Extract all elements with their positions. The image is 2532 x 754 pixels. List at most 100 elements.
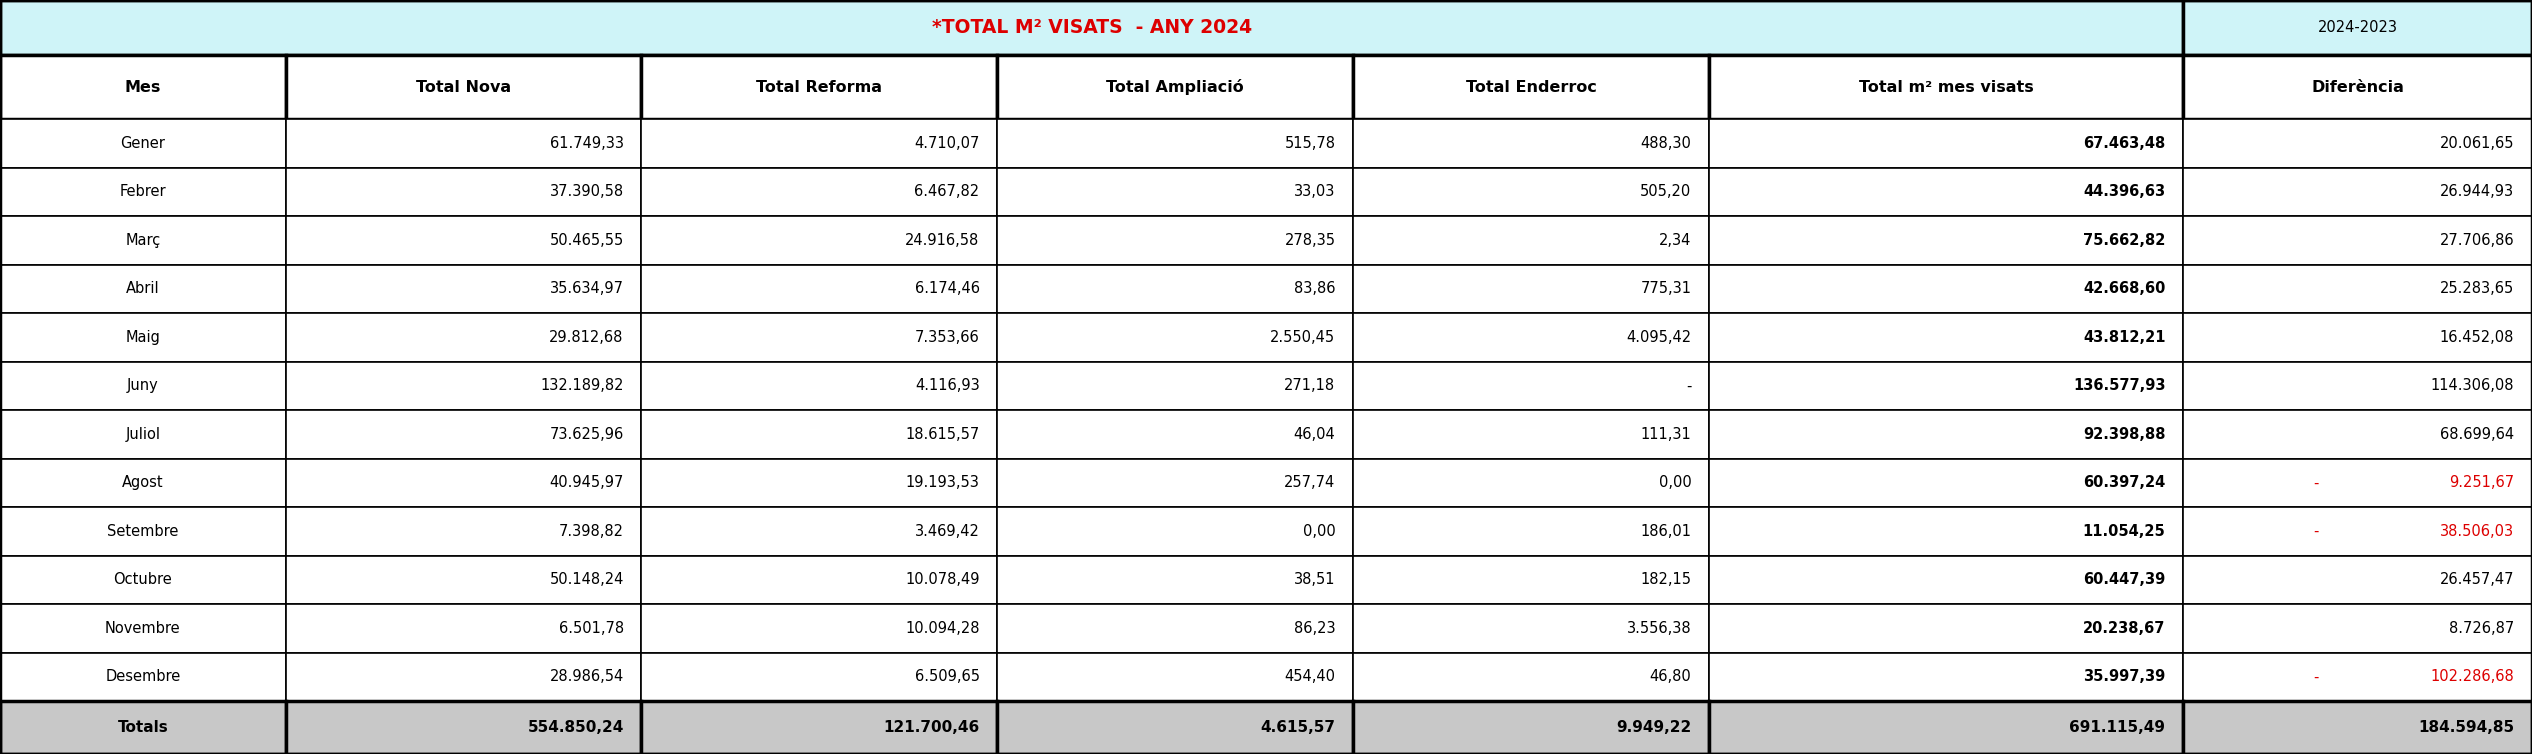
Bar — [1352, 167, 1709, 216]
Text: 10.094,28: 10.094,28 — [904, 621, 980, 636]
Bar — [1352, 653, 1709, 701]
Bar — [0, 701, 286, 754]
Text: 43.812,21: 43.812,21 — [2084, 330, 2165, 345]
Text: Març: Març — [124, 233, 160, 248]
Bar — [641, 216, 998, 265]
Text: Desembre: Desembre — [106, 670, 180, 685]
Bar — [0, 458, 286, 507]
Bar — [0, 216, 286, 265]
Text: 40.945,97: 40.945,97 — [549, 476, 623, 490]
Bar — [2183, 313, 2532, 362]
Text: 182,15: 182,15 — [1641, 572, 1691, 587]
Text: 2.550,45: 2.550,45 — [1271, 330, 1334, 345]
Bar — [1709, 167, 2183, 216]
Text: 10.078,49: 10.078,49 — [904, 572, 980, 587]
Bar — [286, 701, 641, 754]
Bar — [2183, 701, 2532, 754]
Bar — [286, 410, 641, 458]
Bar — [1709, 265, 2183, 313]
Text: 68.699,64: 68.699,64 — [2441, 427, 2514, 442]
Bar — [1709, 216, 2183, 265]
Bar — [2183, 56, 2532, 119]
Bar — [1709, 556, 2183, 604]
Text: 44.396,63: 44.396,63 — [2084, 185, 2165, 199]
Text: Febrer: Febrer — [119, 185, 167, 199]
Text: Total Nova: Total Nova — [415, 80, 511, 95]
Text: 3.556,38: 3.556,38 — [1626, 621, 1691, 636]
Text: Abril: Abril — [127, 281, 160, 296]
Bar — [2183, 362, 2532, 410]
Text: 9.949,22: 9.949,22 — [1615, 720, 1691, 735]
Bar — [998, 458, 1352, 507]
Text: 20.061,65: 20.061,65 — [2441, 136, 2514, 151]
Text: 26.944,93: 26.944,93 — [2441, 185, 2514, 199]
Text: 46,04: 46,04 — [1294, 427, 1334, 442]
Bar — [998, 265, 1352, 313]
Bar — [998, 653, 1352, 701]
Text: 186,01: 186,01 — [1641, 524, 1691, 539]
Text: 60.447,39: 60.447,39 — [2084, 572, 2165, 587]
Bar — [641, 167, 998, 216]
Bar — [998, 313, 1352, 362]
Text: 50.465,55: 50.465,55 — [549, 233, 623, 248]
Text: 132.189,82: 132.189,82 — [539, 379, 623, 394]
Bar — [1352, 458, 1709, 507]
Text: 4.710,07: 4.710,07 — [914, 136, 980, 151]
Text: 102.286,68: 102.286,68 — [2431, 670, 2514, 685]
Bar — [998, 56, 1352, 119]
Bar — [2183, 458, 2532, 507]
Text: 0,00: 0,00 — [1304, 524, 1334, 539]
Text: 11.054,25: 11.054,25 — [2084, 524, 2165, 539]
Text: 6.174,46: 6.174,46 — [914, 281, 980, 296]
Text: 26.457,47: 26.457,47 — [2441, 572, 2514, 587]
Text: 38.506,03: 38.506,03 — [2441, 524, 2514, 539]
Text: 9.251,67: 9.251,67 — [2448, 476, 2514, 490]
Text: 6.501,78: 6.501,78 — [560, 621, 623, 636]
Text: -: - — [2314, 476, 2319, 490]
Bar — [0, 604, 286, 653]
Text: 35.997,39: 35.997,39 — [2084, 670, 2165, 685]
Text: 60.397,24: 60.397,24 — [2084, 476, 2165, 490]
Bar — [641, 458, 998, 507]
Text: 37.390,58: 37.390,58 — [549, 185, 623, 199]
Bar — [2183, 167, 2532, 216]
Text: -: - — [1686, 379, 1691, 394]
Bar — [1352, 701, 1709, 754]
Bar — [998, 410, 1352, 458]
Bar — [998, 216, 1352, 265]
Text: 4.116,93: 4.116,93 — [914, 379, 980, 394]
Text: 73.625,96: 73.625,96 — [549, 427, 623, 442]
Bar — [286, 216, 641, 265]
Text: 18.615,57: 18.615,57 — [906, 427, 980, 442]
Bar — [0, 313, 286, 362]
Bar — [998, 362, 1352, 410]
Text: 7.398,82: 7.398,82 — [560, 524, 623, 539]
Bar — [1352, 556, 1709, 604]
Text: 20.238,67: 20.238,67 — [2084, 621, 2165, 636]
Bar — [286, 119, 641, 167]
Bar — [286, 556, 641, 604]
Text: -: - — [2314, 670, 2319, 685]
Bar — [1709, 313, 2183, 362]
Text: 775,31: 775,31 — [1641, 281, 1691, 296]
Bar — [2183, 507, 2532, 556]
Text: 488,30: 488,30 — [1641, 136, 1691, 151]
Text: 38,51: 38,51 — [1294, 572, 1334, 587]
Text: 24.916,58: 24.916,58 — [906, 233, 980, 248]
Bar — [641, 362, 998, 410]
Text: 25.283,65: 25.283,65 — [2441, 281, 2514, 296]
Text: Diferència: Diferència — [2312, 80, 2403, 95]
Text: 86,23: 86,23 — [1294, 621, 1334, 636]
Text: 554.850,24: 554.850,24 — [527, 720, 623, 735]
Text: Octubre: Octubre — [114, 572, 172, 587]
Bar — [998, 119, 1352, 167]
Text: 33,03: 33,03 — [1294, 185, 1334, 199]
Bar — [1709, 458, 2183, 507]
Text: 184.594,85: 184.594,85 — [2418, 720, 2514, 735]
Bar — [1352, 507, 1709, 556]
Bar — [1709, 507, 2183, 556]
Text: 4.615,57: 4.615,57 — [1261, 720, 1334, 735]
Bar — [998, 167, 1352, 216]
Text: 0,00: 0,00 — [1658, 476, 1691, 490]
Bar — [641, 56, 998, 119]
